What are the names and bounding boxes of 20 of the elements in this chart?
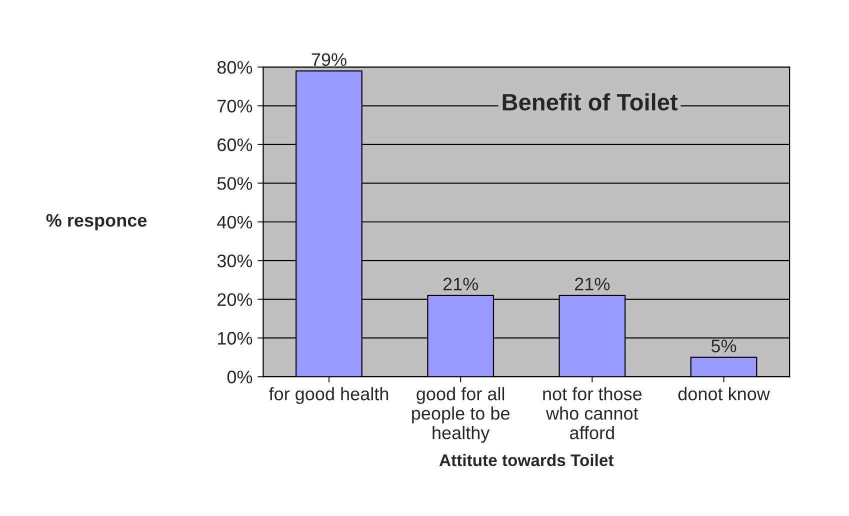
data-label: 79% bbox=[312, 53, 346, 66]
data-label: 21% bbox=[575, 278, 610, 290]
y-tick-label: 60% bbox=[218, 138, 252, 152]
x-axis-title: Attitute towards Toilet bbox=[439, 454, 614, 466]
y-tick-label: 10% bbox=[218, 332, 252, 345]
y-tick-label: 0% bbox=[227, 370, 252, 384]
y-tick-label: 80% bbox=[217, 61, 252, 74]
y-axis-title: % responce bbox=[46, 214, 147, 230]
x-tick-label: donot know bbox=[678, 387, 770, 400]
data-label: 5% bbox=[711, 340, 736, 352]
x-tick-label: not for those who cannot afford bbox=[543, 387, 642, 440]
x-tick-label: for good health bbox=[269, 387, 388, 404]
y-tick-label: 50% bbox=[217, 177, 252, 190]
y-tick-label: 40% bbox=[217, 216, 252, 229]
text: Benefit of Toilet bbox=[502, 93, 678, 111]
y-tick-label: 70% bbox=[218, 100, 252, 112]
x-tick-label: good for all people to be healthy bbox=[412, 387, 510, 443]
data-label: 21% bbox=[443, 278, 478, 290]
y-tick-label: 30% bbox=[217, 254, 252, 268]
y-tick-label: 20% bbox=[218, 293, 252, 306]
